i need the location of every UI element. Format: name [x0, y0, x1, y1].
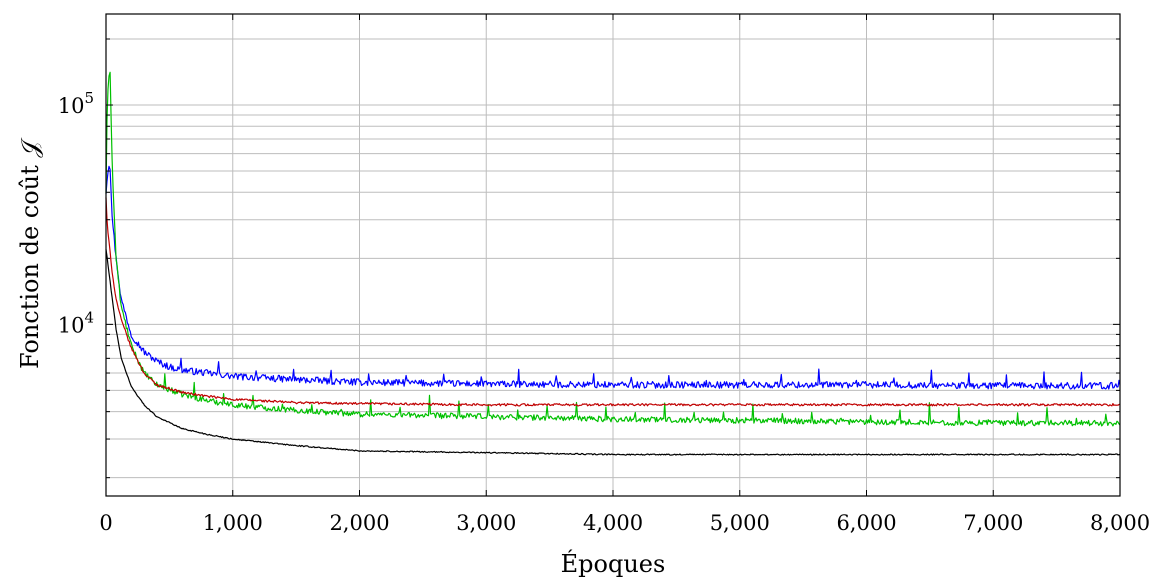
- x-tick-label: 1,000: [203, 511, 263, 535]
- x-tick-label: 2,000: [329, 511, 389, 535]
- series-group: [105, 71, 1121, 456]
- x-tick-label: 5,000: [710, 511, 770, 535]
- series-line: [105, 71, 1121, 427]
- x-tick-label: 7,000: [963, 511, 1023, 535]
- x-tick-label: 6,000: [836, 511, 896, 535]
- y-tick-label: 105: [58, 89, 94, 118]
- x-axis-title: Époques: [561, 549, 666, 578]
- x-tick-label: 0: [99, 511, 112, 535]
- axis-ticks: 0 1,000 2,000 3,000 4,000 5,000 6,000 7,000 8,00…: [58, 14, 1150, 535]
- x-tick-label: 4,000: [583, 511, 643, 535]
- series-line: [105, 165, 1121, 390]
- grid: [106, 14, 1120, 496]
- y-axis-title: Fonction de coût 𝒥: [16, 137, 44, 369]
- x-tick-label: 3,000: [456, 511, 516, 535]
- series-line: [105, 197, 1121, 407]
- y-tick-label: 104: [58, 308, 94, 337]
- x-tick-label: 8,000: [1090, 511, 1150, 535]
- series-line: [105, 249, 1121, 456]
